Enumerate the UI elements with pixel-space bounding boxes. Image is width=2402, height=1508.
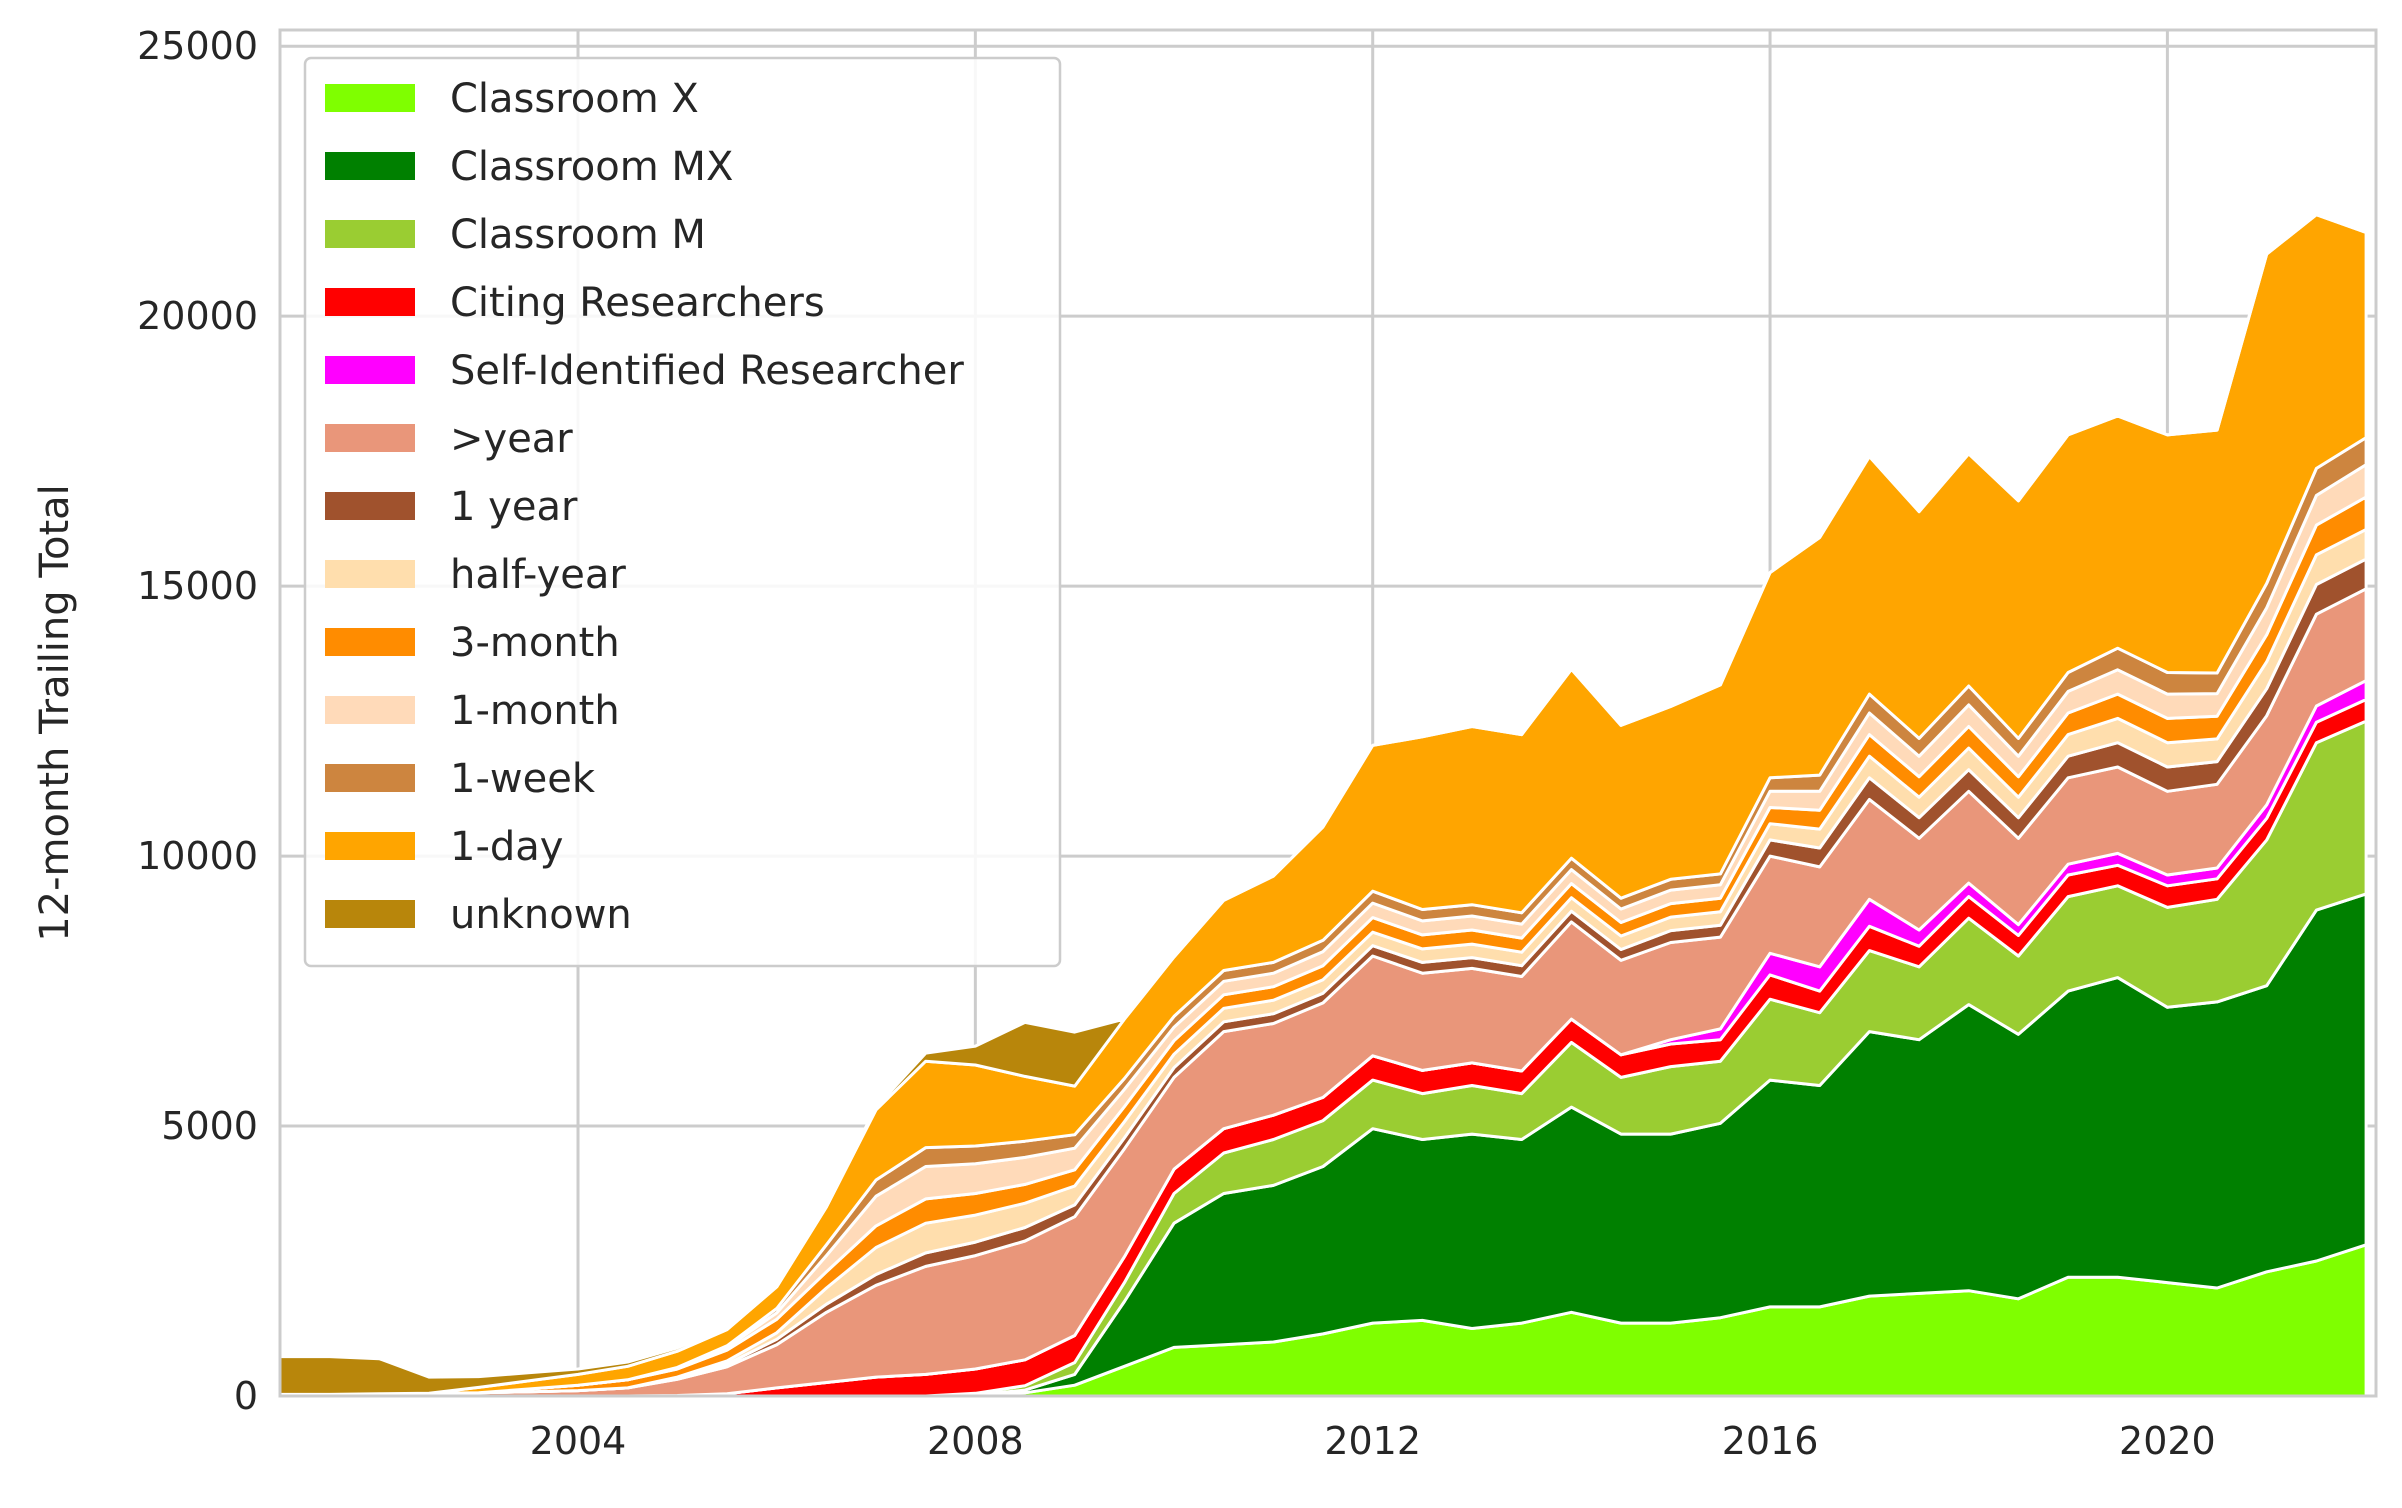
y-tick-label: 10000: [137, 834, 258, 878]
legend-label-13: unknown: [450, 892, 632, 938]
legend-swatch-5: [325, 356, 415, 384]
legend-label-7: 1 year: [450, 484, 578, 530]
legend-label-9: 3-month: [450, 620, 620, 666]
legend-swatch-6: [325, 424, 415, 452]
legend-swatch-11: [325, 764, 415, 792]
legend-label-12: 1-day: [450, 824, 563, 870]
x-tick-label: 2020: [2119, 1419, 2216, 1463]
area-series-13: [278, 213, 2368, 1396]
axis-ticks: 2004 2008 2012 2016 2020 0 5000 10000 15000 20000…: [137, 24, 2216, 1463]
legend-swatch-1: [325, 84, 415, 112]
legend-label-8: half-year: [450, 552, 626, 598]
x-tick-label: 2008: [927, 1419, 1024, 1463]
legend-swatch-10: [325, 696, 415, 724]
x-tick-label: 2004: [530, 1419, 627, 1463]
y-tick-label: 15000: [137, 564, 258, 608]
legend-swatch-9: [325, 628, 415, 656]
plot-frame: [278, 28, 2378, 1398]
legend[interactable]: Classroom X Classroom MX Classroom M Citing…: [303, 56, 1062, 968]
legend-label-6: >year: [450, 416, 573, 462]
legend-swatch-7: [325, 492, 415, 520]
legend-label-10: 1-month: [450, 688, 620, 734]
legend-swatch-3: [325, 220, 415, 248]
y-tick-label: 0: [234, 1374, 258, 1418]
legend-label-4: Citing Researchers: [450, 280, 825, 326]
x-tick-label: 2016: [1722, 1419, 1819, 1463]
legend-box: [303, 56, 1062, 968]
legend-label-2: Classroom MX: [450, 144, 733, 190]
legend-swatch-2: [325, 152, 415, 180]
legend-label-1: Classroom X: [450, 76, 699, 122]
legend-label-11: 1-week: [450, 756, 596, 802]
legend-label-5: Self-Identified Researcher: [450, 348, 964, 394]
y-axis-title: 12-month Trailing Total: [32, 484, 78, 942]
y-tick-label: 5000: [161, 1104, 258, 1148]
legend-swatch-13: [325, 900, 415, 928]
legend-swatch-4: [325, 288, 415, 316]
legend-swatch-12: [325, 832, 415, 860]
y-tick-label: 25000: [137, 24, 258, 68]
y-tick-label: 20000: [137, 294, 258, 338]
legend-label-3: Classroom M: [450, 212, 706, 258]
legend-swatch-8: [325, 560, 415, 588]
x-tick-label: 2012: [1324, 1419, 1421, 1463]
